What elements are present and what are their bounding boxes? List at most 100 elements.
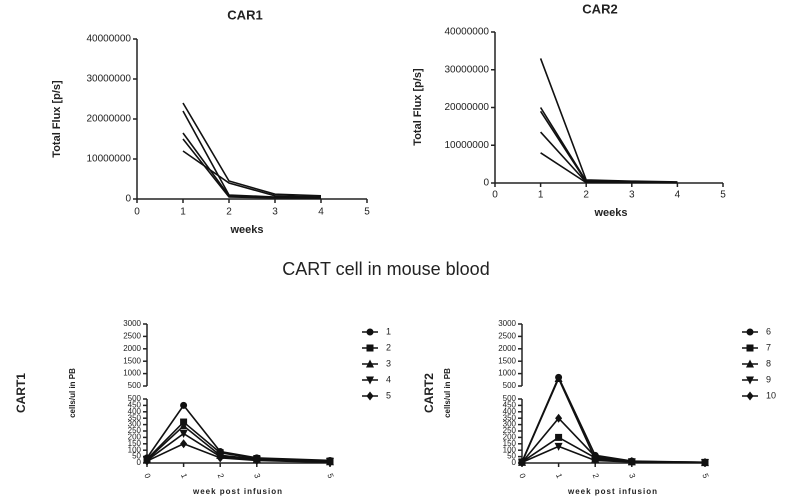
x-tick-label: 1 (179, 472, 189, 480)
y-tick-label: 450 (503, 401, 517, 410)
marker (555, 413, 563, 423)
chart-title: CAR1 (227, 7, 262, 22)
legend-label: 1 (386, 326, 391, 336)
marker (701, 457, 709, 467)
y-tick-label: 2500 (498, 332, 516, 341)
x-tick-label: 0 (492, 190, 498, 201)
y-tick-label: 250 (503, 426, 517, 435)
legend-marker (746, 344, 754, 352)
marker (216, 453, 224, 463)
legend-label: 2 (386, 342, 391, 352)
y-tick-label: 450 (128, 401, 142, 410)
legend-label: 10 (766, 390, 776, 400)
x-tick-label: 0 (142, 472, 152, 480)
x-tick-label: 1 (180, 207, 186, 218)
x-axis-label: week post infusion (192, 487, 283, 496)
legend-label: 9 (766, 374, 771, 384)
legend-marker (366, 359, 374, 368)
legend-marker (366, 391, 374, 401)
x-tick-label: 3 (629, 190, 635, 201)
x-tick-label: 2 (216, 472, 226, 480)
y-tick-label: 150 (503, 439, 517, 448)
y-tick-label: 30000000 (87, 74, 132, 85)
marker (180, 401, 188, 409)
legend-label: 4 (386, 374, 391, 384)
marker (179, 421, 188, 430)
legend-label: 5 (386, 390, 391, 400)
marker (591, 452, 599, 462)
series-line (521, 416, 706, 464)
y-tick-label: 350 (128, 413, 142, 422)
y-tick-label: 3000 (498, 319, 516, 328)
marker (180, 439, 188, 449)
x-tick-label: 1 (538, 190, 544, 201)
x-tick-label: 5 (325, 472, 335, 480)
y-tick-label: 0 (137, 458, 142, 467)
y-tick-label: 150 (128, 439, 142, 448)
y-tick-label: 200 (503, 433, 517, 442)
y-tick-label: 500 (128, 394, 142, 403)
chart-title: CART2 (422, 373, 436, 413)
y-tick-label: 1000 (498, 369, 516, 378)
y-tick-label: 30000000 (445, 64, 490, 75)
y-tick-label: 350 (503, 413, 517, 422)
y-tick-label: 500 (503, 394, 517, 403)
legend-marker (366, 328, 374, 336)
y-tick-label: 400 (128, 407, 142, 416)
y-tick-label: 10000000 (87, 154, 132, 165)
x-tick-label: 2 (591, 472, 601, 480)
x-axis-label: weeks (229, 224, 263, 236)
x-tick-label: 0 (517, 472, 527, 480)
series-line (146, 420, 331, 462)
series-line (182, 102, 322, 197)
x-tick-label: 5 (364, 207, 370, 218)
y-tick-label: 2000 (498, 344, 516, 353)
series-line (539, 107, 678, 184)
x-tick-label: 3 (272, 207, 278, 218)
x-tick-label: 1 (554, 472, 564, 480)
x-tick-label: 4 (675, 190, 681, 201)
y-tick-label: 300 (128, 420, 142, 429)
marker (253, 455, 261, 465)
y-tick-label: 10000000 (445, 140, 490, 151)
series-line (182, 150, 322, 198)
marker (326, 457, 334, 467)
marker (555, 433, 563, 441)
y-tick-label: 1000 (123, 369, 141, 378)
y-tick-label: 100 (503, 445, 517, 454)
series-line (540, 152, 678, 184)
y-tick-label: 400 (503, 407, 517, 416)
legend-marker (746, 391, 754, 401)
y-axis-label: cells/ul in PB (443, 368, 452, 418)
figure-title: CART cell in mouse blood (282, 259, 489, 279)
legend-label: 6 (766, 326, 771, 336)
legend-marker (746, 376, 754, 385)
y-tick-label: 500 (128, 381, 142, 390)
legend-marker (746, 359, 754, 368)
series-line (539, 110, 678, 184)
x-axis-label: week post infusion (567, 487, 658, 496)
marker (628, 456, 636, 466)
y-tick-label: 40000000 (87, 34, 132, 45)
series-line (182, 110, 322, 199)
x-tick-label: 2 (226, 207, 232, 218)
y-tick-label: 50 (132, 452, 141, 461)
series-line (539, 58, 678, 183)
marker (143, 456, 151, 466)
y-axis-label: Total Flux [p/s] (412, 68, 424, 146)
y-tick-label: 0 (512, 458, 517, 467)
series-line (146, 404, 331, 462)
y-tick-label: 3000 (123, 319, 141, 328)
y-axis-label: cells/ul in PB (68, 368, 77, 418)
marker (179, 430, 188, 439)
legend-label: 3 (386, 358, 391, 368)
y-tick-label: 20000000 (87, 114, 132, 125)
y-tick-label: 50 (507, 452, 516, 461)
x-tick-label: 5 (700, 472, 710, 480)
marker (518, 457, 526, 467)
legend-label: 7 (766, 342, 771, 352)
y-tick-label: 2000 (123, 344, 141, 353)
x-tick-label: 4 (318, 207, 324, 218)
y-axis-label: Total Flux [p/s] (51, 80, 63, 158)
y-tick-label: 1500 (498, 356, 516, 365)
